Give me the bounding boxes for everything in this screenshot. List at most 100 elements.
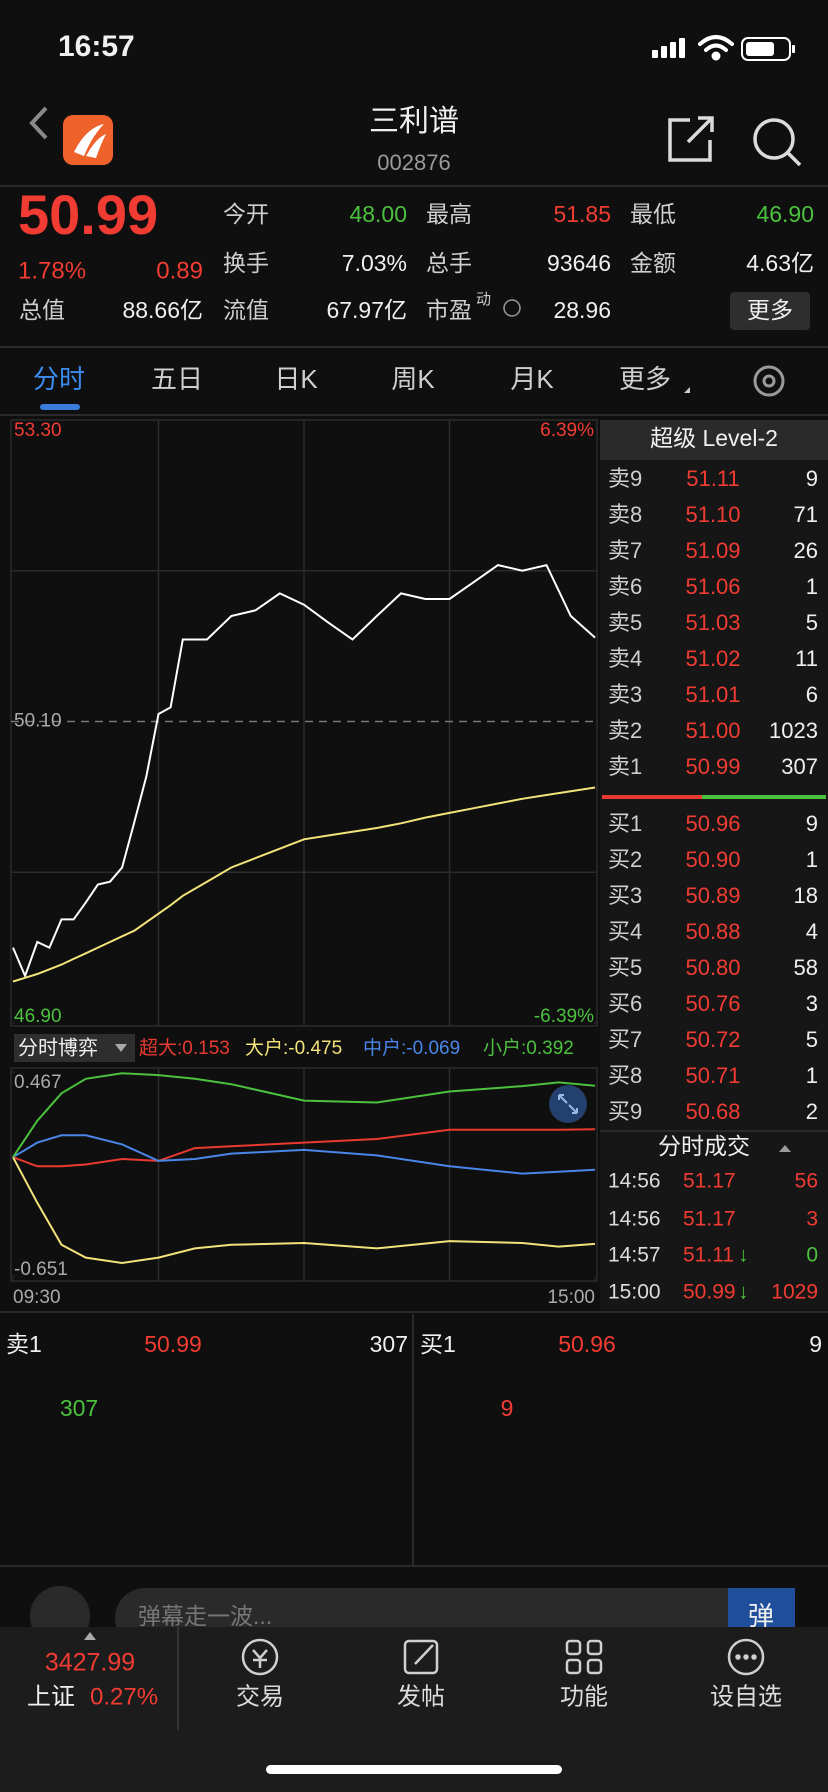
tab[interactable]: 五日	[151, 364, 203, 394]
stat-value: 28.96	[553, 297, 611, 323]
book-buy-price: 50.96	[558, 1331, 616, 1357]
stat-label: 换手	[223, 250, 269, 276]
stat-value: 88.66亿	[122, 297, 203, 323]
order-queues: 307 9	[60, 1395, 514, 1421]
danmaku-placeholder[interactable]: 弹幕走一波...	[138, 1603, 272, 1629]
order-label: 买9	[608, 1099, 642, 1124]
tab[interactable]: 更多	[619, 364, 671, 394]
collapse-icon[interactable]	[779, 1145, 791, 1152]
order-price: 50.88	[685, 919, 740, 944]
order-price: 51.03	[685, 610, 740, 635]
stat-label: 总手	[426, 250, 472, 276]
index-value[interactable]: 3427.99	[45, 1649, 135, 1677]
y-tick-label: 50.10	[14, 711, 62, 732]
app-logo	[63, 115, 113, 165]
index-arrow	[84, 1632, 96, 1640]
order-volume: 1	[806, 847, 818, 872]
change-percent: 1.78%	[18, 257, 86, 284]
stat-label: 金额	[630, 250, 676, 276]
nav-item[interactable]: 交易	[236, 1683, 284, 1710]
y-tick-label: 0.467	[14, 1072, 62, 1093]
tab[interactable]: 月K	[510, 364, 554, 394]
index-name[interactable]: 上证	[27, 1683, 75, 1710]
series-line	[12, 1128, 596, 1168]
level2-title: 超级 Level-2	[650, 425, 778, 451]
tab[interactable]: 周K	[391, 364, 435, 394]
order-price: 50.90	[685, 847, 740, 872]
book-sell-label: 卖1	[6, 1331, 42, 1357]
stat-label: 市盈	[426, 297, 472, 323]
tab[interactable]: 日K	[274, 364, 318, 394]
order-volume: 6	[806, 682, 818, 707]
expand-icon	[558, 1094, 578, 1114]
nav-item[interactable]: 发帖	[397, 1683, 445, 1710]
index-change[interactable]: 0.27%	[90, 1683, 158, 1710]
order-volume: 1	[806, 1063, 818, 1088]
tab-indicator	[40, 404, 80, 410]
nav-item[interactable]: 功能	[560, 1683, 608, 1710]
legend-entry: 小户:0.392	[483, 1037, 574, 1059]
order-price: 50.71	[685, 1063, 740, 1088]
order-label: 卖6	[608, 574, 642, 599]
danmaku-send-label[interactable]: 弹	[748, 1601, 774, 1631]
order-price: 50.96	[685, 811, 740, 836]
order-label: 卖2	[608, 718, 642, 743]
settings-button[interactable]	[753, 365, 785, 397]
status-time: 16:57	[58, 30, 135, 63]
search-button[interactable]	[753, 118, 802, 167]
stat-value: 51.85	[553, 201, 611, 227]
legend-entry: 大户:-0.475	[245, 1037, 342, 1059]
trade-time: 14:56	[608, 1208, 661, 1231]
trade-price: 51.17	[683, 1170, 736, 1193]
order-volume: 58	[794, 955, 818, 980]
order-label: 买2	[608, 847, 642, 872]
y-tick-label: 53.30	[14, 420, 62, 441]
trade-price: 51.17	[683, 1208, 736, 1231]
order-price: 51.11	[686, 466, 739, 491]
stat-value: 93646	[547, 250, 611, 276]
share-button[interactable]	[668, 116, 714, 162]
stat-value: 4.63亿	[746, 250, 814, 276]
home-indicator	[266, 1765, 562, 1774]
nav-item[interactable]: 设自选	[710, 1683, 782, 1710]
order-volume: 1023	[769, 718, 818, 743]
chart-title[interactable]: 分时博弈	[18, 1036, 98, 1059]
trade-time: 14:57	[608, 1244, 661, 1267]
order-volume: 5	[806, 610, 818, 635]
trade-price: 50.99	[683, 1281, 736, 1304]
tab[interactable]: 分时	[33, 364, 85, 394]
more-button-label[interactable]: 更多	[747, 297, 793, 323]
change-amount: 0.89	[156, 257, 203, 284]
order-volume: 5	[806, 1027, 818, 1052]
trade-volume: 3	[806, 1208, 818, 1231]
trade-volume: 1029	[771, 1281, 818, 1304]
order-price: 51.02	[685, 646, 740, 671]
y-tick-label: 46.90	[14, 1006, 62, 1027]
trade-arrow: ↓	[738, 1281, 749, 1304]
dropdown-icon	[115, 1044, 127, 1052]
order-volume: 9	[806, 811, 818, 836]
back-button[interactable]	[29, 106, 48, 140]
more-button[interactable]	[730, 292, 810, 330]
order-label: 买8	[608, 1063, 642, 1088]
wifi-icon	[698, 35, 734, 61]
order-volume: 71	[794, 502, 818, 527]
order-label: 买4	[608, 919, 642, 944]
order-price: 51.00	[685, 718, 740, 743]
order-volume: 3	[806, 991, 818, 1016]
expand-button[interactable]	[549, 1085, 587, 1123]
legend-entry: 超大:0.153	[139, 1037, 230, 1059]
stat-label: 最低	[630, 201, 676, 227]
order-label: 买1	[608, 811, 642, 836]
chart-title-box[interactable]	[14, 1034, 135, 1062]
series-line	[12, 1156, 596, 1265]
nav-icons	[241, 1638, 765, 1676]
order-label: 买7	[608, 1027, 642, 1052]
info-icon	[503, 299, 521, 317]
tab-dropdown-icon	[684, 387, 690, 393]
order-label: 卖9	[608, 466, 642, 491]
order-label: 卖4	[608, 646, 642, 671]
